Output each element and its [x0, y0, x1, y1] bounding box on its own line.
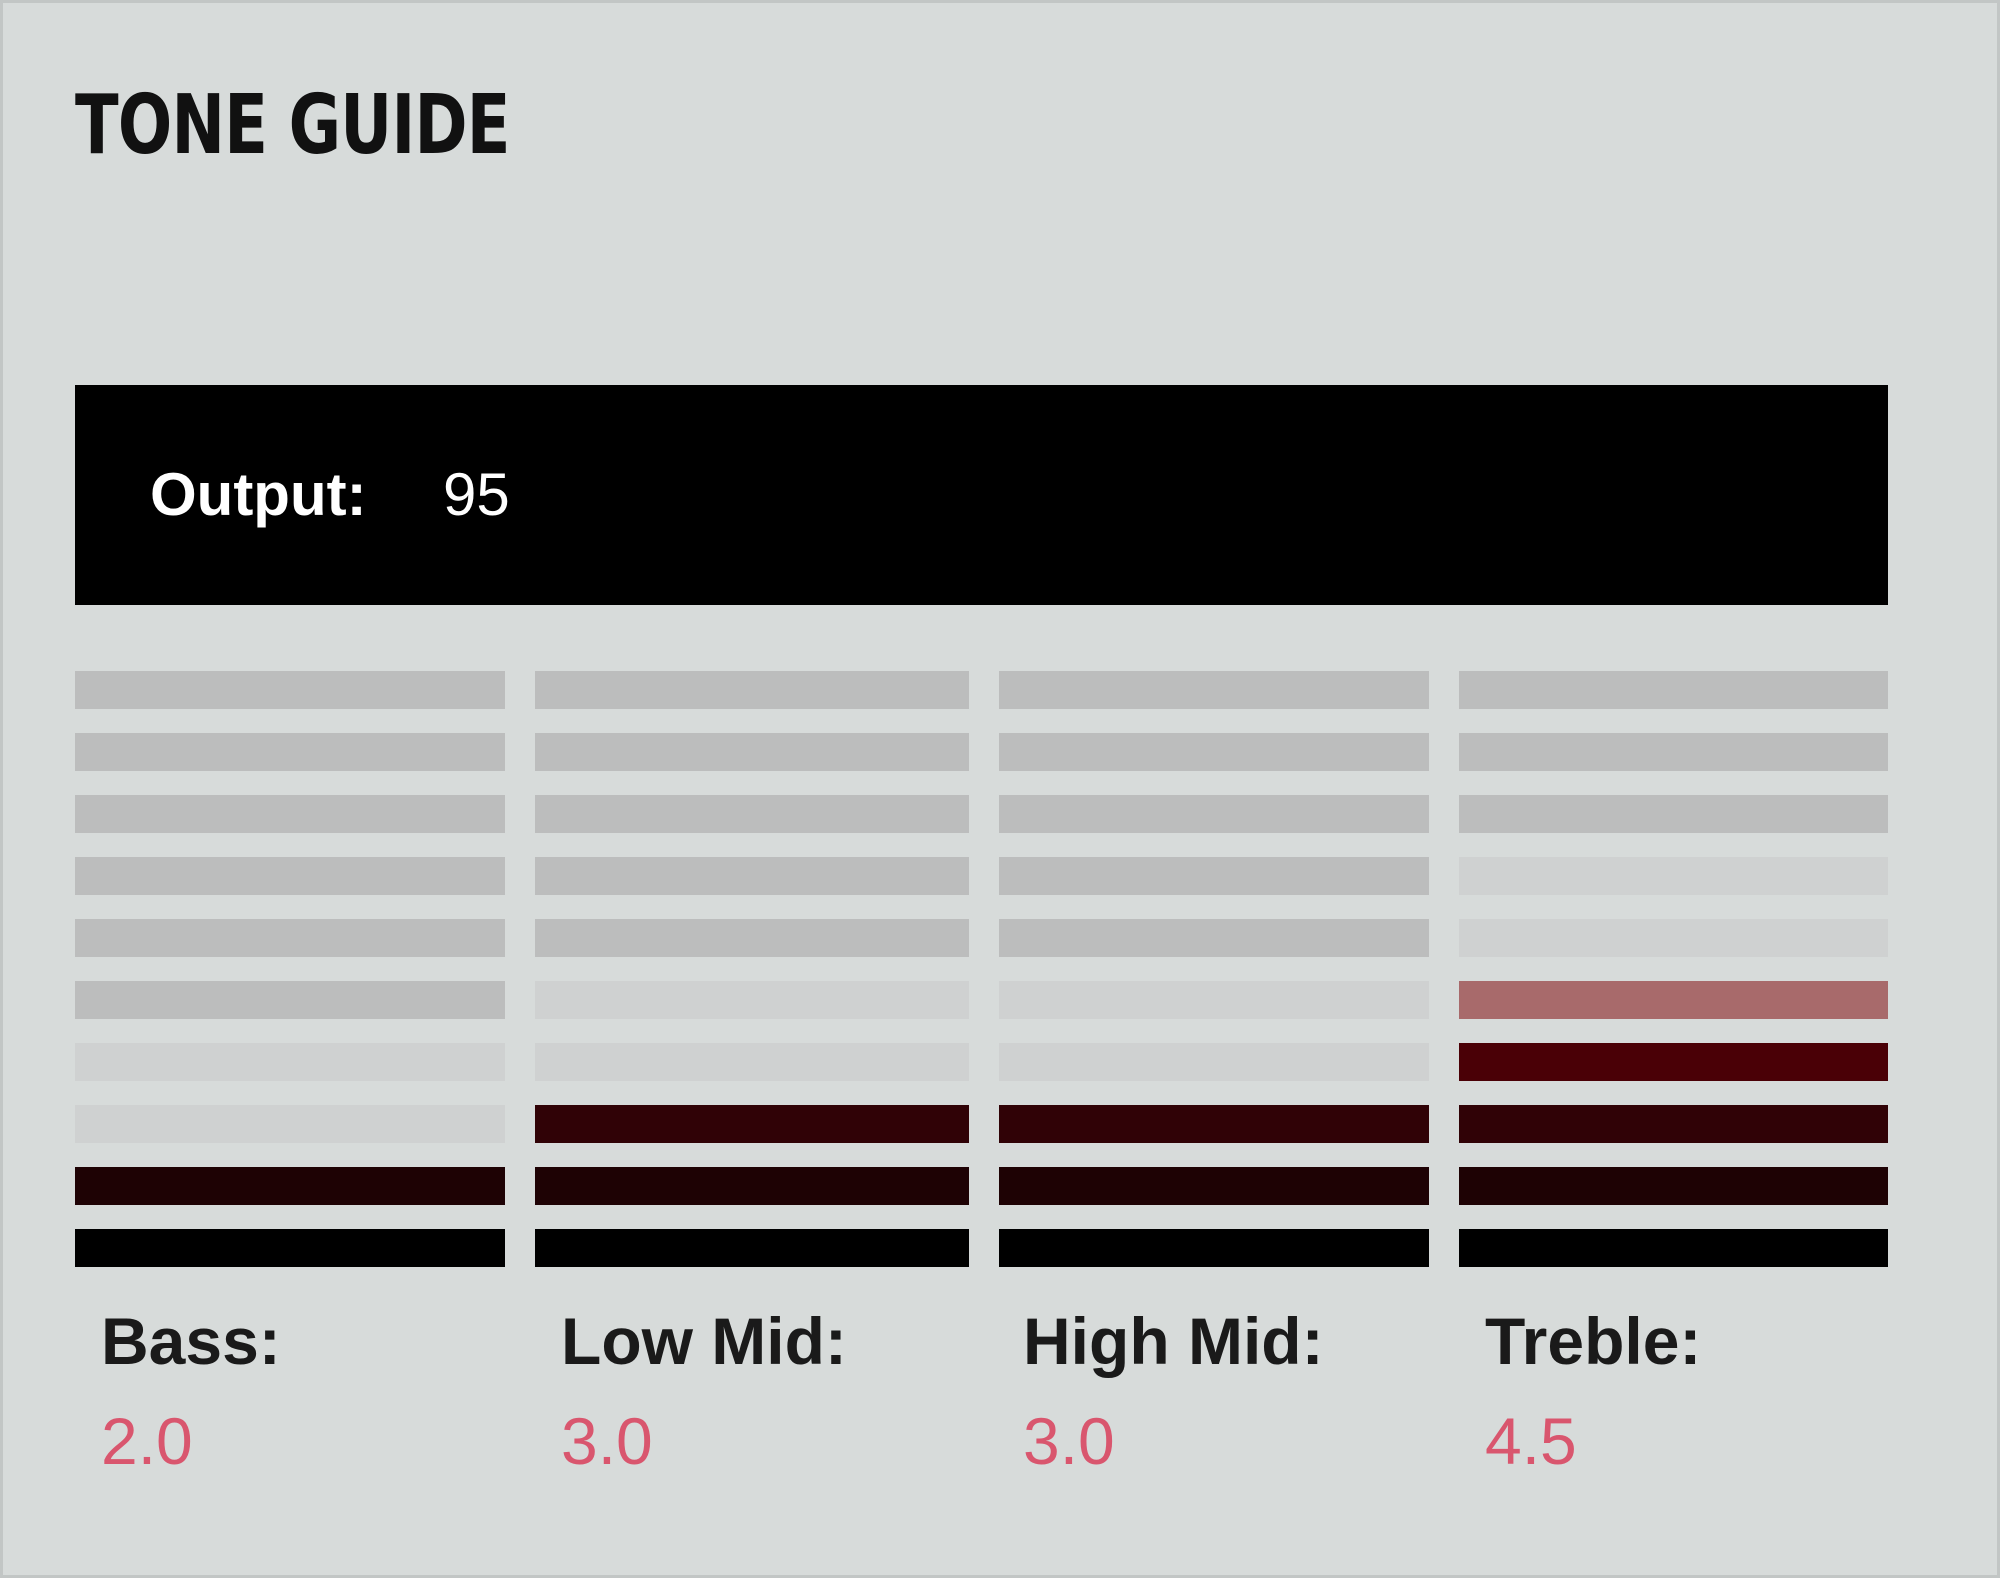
band-label: Treble:: [1485, 1304, 1702, 1378]
segment-active: [535, 1229, 969, 1267]
segment-inactive: [1459, 795, 1888, 833]
segment-inactive: [535, 919, 969, 957]
band-label: High Mid:: [1023, 1304, 1324, 1378]
segment-active: [999, 1105, 1429, 1143]
segment-inactive: [75, 1105, 505, 1143]
segment-half: [1459, 981, 1888, 1019]
band-label: Low Mid:: [561, 1304, 847, 1378]
segment-inactive: [75, 795, 505, 833]
meter-4: [1459, 667, 1888, 1267]
segment-inactive: [75, 671, 505, 709]
segment-active: [1459, 1105, 1888, 1143]
meter-1: [75, 667, 505, 1267]
segment-inactive: [999, 919, 1429, 957]
segment-inactive: [999, 733, 1429, 771]
meter-3: [999, 667, 1429, 1267]
output-label: Output:: [150, 461, 367, 528]
segment-inactive: [535, 981, 969, 1019]
segment-inactive: [75, 733, 505, 771]
segment-active: [75, 1167, 505, 1205]
band-value: 3.0: [1023, 1404, 1115, 1478]
segment-active: [999, 1229, 1429, 1267]
page-title: TONE GUIDE: [75, 78, 510, 173]
segment-inactive: [535, 671, 969, 709]
segment-inactive: [75, 857, 505, 895]
segment-inactive: [1459, 671, 1888, 709]
band-value: 2.0: [101, 1404, 193, 1478]
segment-active: [1459, 1229, 1888, 1267]
output-bar: Output: 95: [75, 385, 1888, 605]
segment-inactive: [999, 795, 1429, 833]
segment-inactive: [535, 1043, 969, 1081]
segment-inactive: [999, 671, 1429, 709]
segment-active: [1459, 1167, 1888, 1205]
segment-active: [75, 1229, 505, 1267]
segment-inactive: [999, 1043, 1429, 1081]
segment-active: [999, 1167, 1429, 1205]
segment-active: [535, 1105, 969, 1143]
segment-inactive: [535, 857, 969, 895]
band-value: 4.5: [1485, 1404, 1577, 1478]
segment-inactive: [75, 1043, 505, 1081]
segment-active: [1459, 1043, 1888, 1081]
segment-inactive: [999, 981, 1429, 1019]
segment-inactive: [999, 857, 1429, 895]
meter-2: [535, 667, 969, 1267]
segment-inactive: [75, 919, 505, 957]
band-label: Bass:: [101, 1304, 281, 1378]
output-value: 95: [443, 461, 510, 528]
segment-inactive: [535, 733, 969, 771]
segment-inactive: [75, 981, 505, 1019]
segment-inactive: [1459, 733, 1888, 771]
segment-inactive: [1459, 919, 1888, 957]
segment-inactive: [1459, 857, 1888, 895]
band-value: 3.0: [561, 1404, 653, 1478]
segment-inactive: [535, 795, 969, 833]
segment-active: [535, 1167, 969, 1205]
